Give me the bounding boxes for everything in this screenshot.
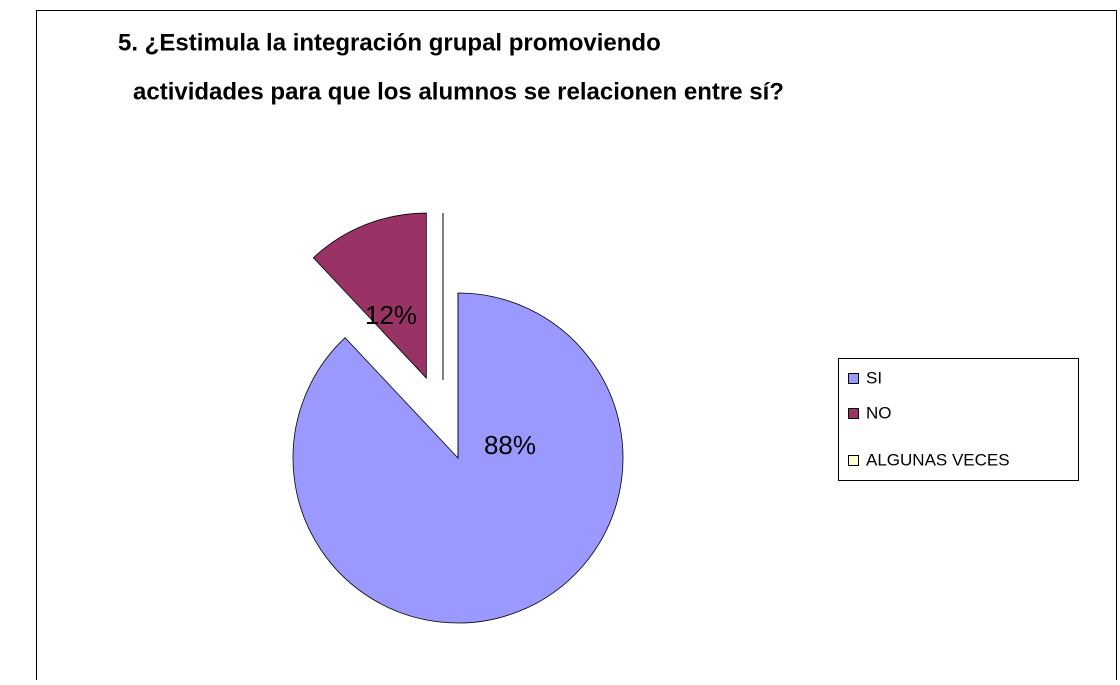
legend-label: SI	[866, 368, 882, 387]
pie-slice	[312, 212, 427, 380]
legend-swatch	[848, 373, 859, 384]
legend-box	[838, 358, 1079, 481]
data-label: 12%	[365, 300, 417, 330]
legend-swatch	[848, 455, 859, 466]
chart-title: 5. ¿Estimula la integración grupal promo…	[118, 29, 661, 56]
legend-swatch	[848, 408, 859, 419]
chart-title: actividades para que los alumnos se rela…	[133, 78, 784, 105]
data-label: 88%	[484, 430, 536, 460]
legend-label: ALGUNAS VECES	[866, 450, 1010, 469]
legend-label: NO	[866, 403, 892, 422]
